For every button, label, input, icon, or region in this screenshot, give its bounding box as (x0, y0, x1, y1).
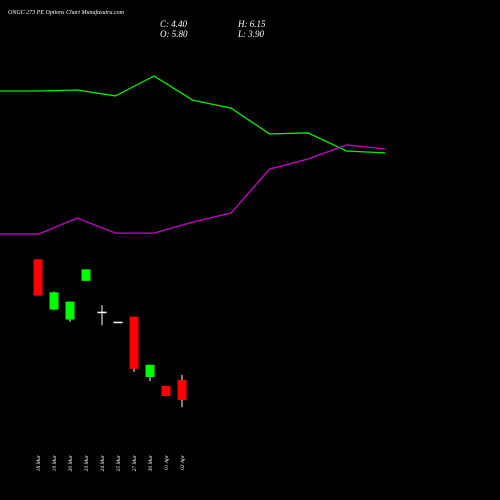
close-label: C: 4.40 (160, 19, 188, 29)
low-label: L: 3.90 (237, 29, 265, 39)
x-tick-label: 23 Mar (84, 454, 90, 471)
high-label: H: 6.15 (237, 19, 266, 29)
candle-body (65, 301, 75, 320)
indicator-line (0, 75, 386, 154)
chart-title: ONGC 273 PE Options Chart Munafasutra.co… (8, 9, 125, 16)
x-tick-label: 02 Apr (180, 454, 186, 470)
indicator-line (0, 144, 386, 235)
candle-body (49, 292, 59, 310)
candle-body (113, 321, 123, 324)
x-tick-label: 18 Mar (36, 454, 42, 471)
candle-body (81, 269, 91, 281)
x-tick-label: 30 Mar (148, 454, 154, 472)
x-tick-label: 01 Apr (164, 454, 170, 470)
x-tick-label: 20 Mar (68, 454, 74, 471)
candle-body (161, 385, 171, 396)
candle-body (97, 311, 107, 314)
candle-body (177, 379, 187, 400)
open-label: O: 5.80 (160, 29, 188, 39)
candle-body (145, 364, 155, 377)
candle-body (129, 316, 139, 369)
candle-body (33, 259, 43, 296)
x-tick-label: 27 Mar (132, 454, 138, 471)
x-tick-label: 25 Mar (116, 454, 122, 471)
x-tick-label: 24 Mar (99, 454, 106, 471)
x-tick-label: 19 Mar (52, 454, 58, 471)
